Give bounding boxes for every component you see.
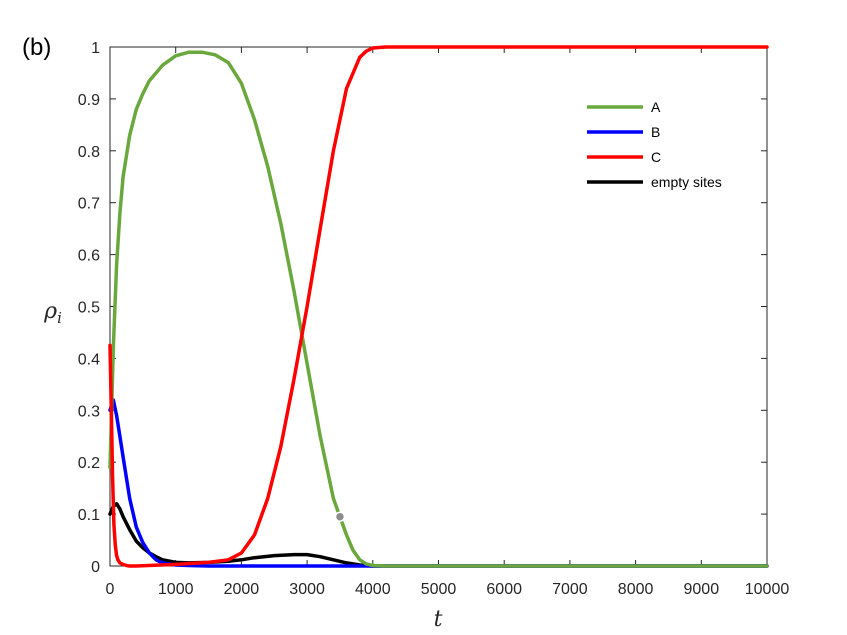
series-line-a [108,50,769,568]
legend-label: C [651,149,661,165]
legend-label: B [651,124,660,140]
axes-box [109,46,768,567]
y-axis-label: ρi [43,299,62,327]
x-tick-label: 0 [106,581,115,598]
y-tick-label: 0.5 [78,300,100,317]
y-tick-label: 0.6 [78,248,100,265]
x-tick-label: 7000 [552,581,588,598]
y-tick-label: 0.7 [78,196,100,213]
x-tick-label: 4000 [355,581,391,598]
x-axis-label: t [434,607,443,632]
x-tick-label: 9000 [684,581,720,598]
legend-label: empty sites [651,174,722,190]
y-tick-label: 0.2 [78,455,100,472]
x-tick-label: 3000 [289,581,325,598]
plot-area: 0 1000 2000 3000 4000 5000 6000 7000 8000 9000 100… [78,40,790,598]
x-tick-label: 5000 [421,581,457,598]
y-tick-label: 0.3 [78,403,100,420]
y-tick-label: 1 [91,40,100,57]
x-tick-label: 8000 [618,581,654,598]
y-tick-label: 0 [91,559,100,576]
series-line-c [108,45,769,568]
y-tick-label: 0.4 [78,351,100,368]
x-tick-label: 2000 [224,581,260,598]
series-line-b [108,398,769,568]
data-marker [334,511,346,522]
x-tick-label: 1000 [158,581,194,598]
legend-label: A [651,99,661,115]
x-tick-label: 10000 [745,581,790,598]
y-tick-label: 0.8 [78,144,100,161]
panel-label: (b) [22,34,51,61]
y-tick-label: 0.1 [78,507,100,524]
x-tick-label: 6000 [486,581,522,598]
series-line-empty-sites [108,501,769,568]
y-tick-label: 0.9 [78,92,100,109]
